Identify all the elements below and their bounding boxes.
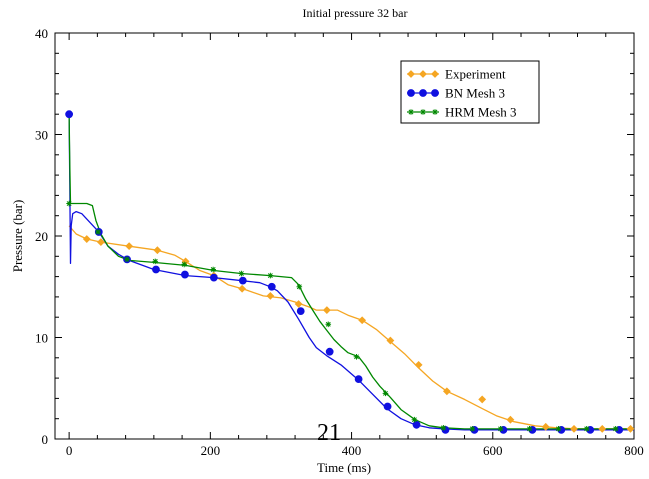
x-axis-title: Time (ms) (317, 460, 371, 475)
legend-marker-bn-mesh-3 (431, 89, 439, 97)
data-point-hrm-mesh-3 (181, 261, 188, 268)
data-point-experiment (153, 246, 162, 255)
legend-entries: Experiment BN Mesh 3 HRM Mesh 3 (407, 67, 517, 120)
legend-marker-hrm-mesh-3 (432, 109, 438, 115)
legend-label-experiment: Experiment (445, 67, 506, 82)
data-point-hrm-mesh-3 (267, 272, 274, 279)
data-point-experiment (414, 360, 423, 369)
data-point-experiment (358, 316, 367, 325)
data-point-experiment (294, 300, 303, 308)
y-axis-title: Pressure (bar) (10, 200, 25, 273)
y-tick-label: 20 (35, 229, 48, 244)
x-tick-label: 400 (342, 443, 362, 458)
plot-area (54, 32, 635, 440)
series-lines (68, 114, 634, 431)
data-point-experiment (541, 422, 550, 431)
data-point-experiment (598, 424, 607, 433)
x-tick-label: 600 (483, 443, 503, 458)
data-point-hrm-mesh-3 (612, 426, 619, 432)
data-point-experiment (82, 235, 91, 243)
data-point-experiment (506, 415, 515, 424)
data-point-experiment (570, 424, 578, 433)
y-tick-label: 30 (35, 128, 48, 143)
data-point-bn-mesh-3 (296, 307, 305, 316)
series-line-bn-mesh-3 (68, 114, 634, 431)
legend: Experiment BN Mesh 3 HRM Mesh 3 (400, 60, 540, 124)
data-point-hrm-mesh-3 (238, 270, 245, 277)
data-point-hrm-mesh-3 (555, 426, 562, 432)
data-point-experiment (386, 336, 395, 345)
data-point-hrm-mesh-3 (325, 321, 332, 328)
x-tick-label: 0 (66, 443, 73, 458)
data-point-bn-mesh-3 (238, 276, 247, 285)
data-point-experiment (96, 238, 105, 246)
tick-marks (55, 32, 635, 440)
legend-marker-bn-mesh-3 (419, 89, 427, 97)
data-point-bn-mesh-3 (325, 347, 334, 356)
legend-marker-experiment (419, 70, 427, 78)
legend-label-bn-mesh-3: BN Mesh 3 (445, 86, 505, 101)
legend-marker-experiment (407, 70, 415, 78)
data-point-hrm-mesh-3 (497, 426, 504, 432)
data-point-bn-mesh-3 (65, 110, 74, 119)
legend-marker-experiment (431, 70, 439, 78)
legend-marker-hrm-mesh-3 (408, 109, 414, 115)
data-point-hrm-mesh-3 (469, 426, 476, 432)
data-point-experiment (322, 306, 331, 315)
data-point-bn-mesh-3 (383, 402, 392, 411)
x-tick-labels: 0 200 400 600 800 (66, 443, 644, 458)
x-tick-label: 200 (201, 443, 221, 458)
data-point-bn-mesh-3 (209, 273, 218, 282)
data-point-hrm-mesh-3 (440, 425, 447, 431)
legend-marker-bn-mesh-3 (407, 89, 415, 97)
data-point-experiment (478, 395, 487, 404)
series-line-experiment (68, 225, 634, 430)
data-point-hrm-mesh-3 (296, 283, 303, 290)
data-point-hrm-mesh-3 (95, 229, 101, 235)
data-point-hrm-mesh-3 (382, 390, 389, 397)
data-point-bn-mesh-3 (267, 282, 276, 291)
data-point-hrm-mesh-3 (66, 200, 72, 207)
x-tick-label: 800 (624, 443, 644, 458)
series-line-hrm-mesh-3 (68, 114, 634, 430)
series-markers (65, 110, 635, 434)
y-tick-label: 10 (35, 331, 48, 346)
chart-title: Initial pressure 32 bar (303, 6, 408, 20)
data-point-hrm-mesh-3 (411, 416, 418, 423)
data-point-experiment (266, 291, 275, 300)
data-point-hrm-mesh-3 (152, 258, 159, 265)
plot-frame (54, 32, 635, 440)
data-point-bn-mesh-3 (181, 270, 189, 279)
data-point-hrm-mesh-3 (526, 426, 533, 432)
y-tick-label: 0 (42, 432, 49, 447)
data-point-bn-mesh-3 (354, 375, 363, 384)
y-tick-labels: 0 10 20 30 40 (35, 26, 48, 447)
data-point-hrm-mesh-3 (353, 353, 360, 360)
data-point-experiment (238, 284, 247, 293)
y-tick-label: 40 (35, 26, 48, 41)
legend-marker-hrm-mesh-3 (420, 109, 426, 115)
data-point-experiment (125, 242, 134, 251)
legend-label-hrm-mesh-3: HRM Mesh 3 (445, 105, 517, 120)
data-point-bn-mesh-3 (152, 265, 160, 274)
data-point-hrm-mesh-3 (583, 426, 590, 432)
data-point-hrm-mesh-3 (210, 266, 216, 273)
page-number: 21 (317, 420, 341, 446)
data-point-experiment (626, 424, 635, 433)
data-point-experiment (442, 387, 451, 396)
data-point-hrm-mesh-3 (124, 256, 130, 263)
